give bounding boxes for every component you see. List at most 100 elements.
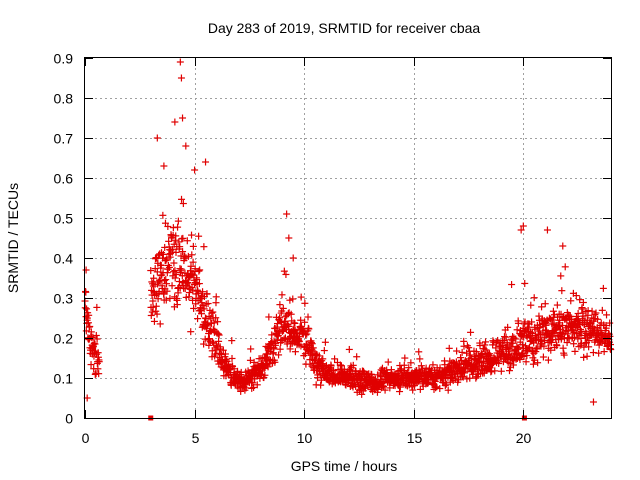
data-point <box>249 379 257 387</box>
data-point <box>444 386 452 394</box>
data-point <box>191 265 199 273</box>
data-point <box>549 307 557 315</box>
data-point <box>482 346 490 354</box>
data-point <box>396 388 404 396</box>
data-point <box>477 350 485 358</box>
data-point <box>509 339 517 347</box>
data-point <box>436 385 444 393</box>
data-point <box>147 267 155 275</box>
data-point <box>174 217 182 225</box>
data-point <box>170 259 178 267</box>
data-point <box>237 387 245 395</box>
data-point <box>541 300 549 308</box>
data-point <box>261 354 269 362</box>
data-point <box>85 311 93 319</box>
data-point <box>287 310 295 318</box>
data-point <box>458 348 466 356</box>
data-point <box>320 347 328 355</box>
data-point <box>553 301 561 309</box>
data-point <box>561 263 569 271</box>
data-point <box>172 270 180 278</box>
data-point <box>453 347 461 355</box>
data-point <box>189 242 197 250</box>
data-point <box>529 360 537 368</box>
data-point <box>349 361 357 369</box>
data-point <box>176 243 184 251</box>
data-point <box>518 341 526 349</box>
data-point <box>228 337 236 345</box>
data-point <box>291 348 299 356</box>
data-point <box>253 381 261 389</box>
data-point <box>219 346 227 354</box>
data-point <box>194 315 202 323</box>
data-point <box>212 314 220 322</box>
data-point <box>527 301 535 309</box>
data-point <box>530 294 538 302</box>
data-point <box>198 310 206 318</box>
data-point <box>308 340 316 348</box>
data-point <box>199 302 207 310</box>
data-point <box>265 355 273 363</box>
data-point <box>183 237 191 245</box>
data-point <box>301 318 309 326</box>
data-point <box>558 287 566 295</box>
data-point <box>512 335 520 343</box>
chart-title: Day 283 of 2019, SRMTID for receiver cba… <box>208 20 481 36</box>
data-point <box>272 339 280 347</box>
data-point <box>152 302 160 310</box>
data-point <box>305 325 313 333</box>
data-point <box>179 200 187 208</box>
data-point <box>303 330 311 338</box>
data-point <box>256 374 264 382</box>
data-point <box>309 344 317 352</box>
data-point <box>559 322 567 330</box>
data-point <box>401 354 409 362</box>
data-points <box>81 58 615 421</box>
data-point <box>89 333 97 341</box>
data-point <box>155 287 163 295</box>
data-point <box>436 364 444 372</box>
data-point <box>381 386 389 394</box>
data-point <box>92 331 100 339</box>
data-point <box>416 355 424 363</box>
data-point <box>205 335 213 343</box>
data-point <box>331 355 339 363</box>
data-point <box>513 326 521 334</box>
data-point <box>84 319 92 327</box>
data-point <box>150 274 158 282</box>
data-point <box>197 292 205 300</box>
data-point <box>149 303 157 311</box>
data-point <box>199 288 207 296</box>
data-point <box>212 293 220 301</box>
data-point <box>223 357 231 365</box>
data-point <box>265 313 273 321</box>
data-point <box>159 211 167 219</box>
data-point <box>246 356 254 364</box>
data-point <box>179 248 187 256</box>
data-point <box>472 374 480 382</box>
data-point <box>418 365 426 373</box>
data-point <box>95 370 103 378</box>
data-point <box>565 311 573 319</box>
data-point <box>409 386 417 394</box>
data-point <box>95 358 103 366</box>
data-point <box>165 263 173 271</box>
data-point <box>187 262 195 270</box>
data-point <box>497 367 505 375</box>
data-point <box>307 339 315 347</box>
data-point <box>87 361 95 369</box>
data-point <box>212 299 220 307</box>
data-point <box>147 311 155 319</box>
data-point <box>187 328 195 336</box>
data-point <box>467 328 475 336</box>
data-point <box>214 318 222 326</box>
data-point <box>91 340 99 348</box>
data-point <box>405 364 413 372</box>
data-point <box>190 304 198 312</box>
data-point <box>276 301 284 309</box>
data-point <box>544 356 552 364</box>
data-point <box>174 223 182 231</box>
data-point <box>384 358 392 366</box>
data-point <box>466 351 474 359</box>
